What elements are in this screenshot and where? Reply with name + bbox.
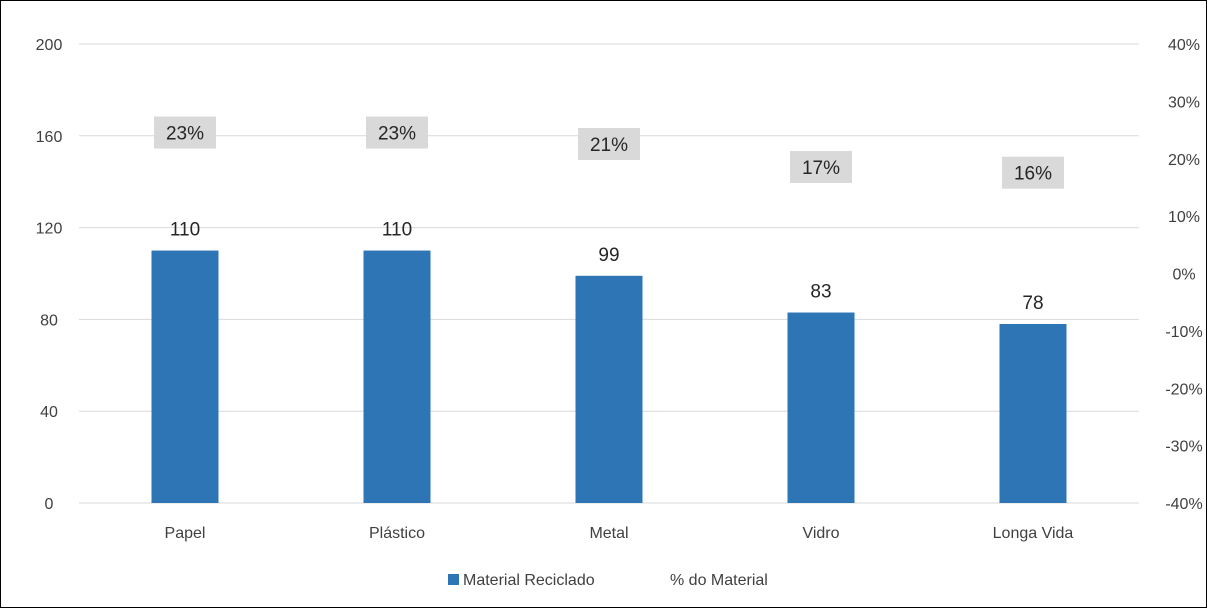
- y-axis-tick-label: 80: [40, 312, 58, 329]
- bar-data-label: 83: [810, 282, 831, 303]
- x-axis-category-label: Vidro: [802, 525, 839, 542]
- bar-material-reciclado: [151, 250, 219, 503]
- y-axis-tick-label: 120: [36, 221, 63, 238]
- percent-label-background: [154, 116, 216, 149]
- percent-label-background: [366, 116, 428, 149]
- y2-axis-tick-label: 0%: [1172, 267, 1195, 284]
- y2-axis-tick-label: 30%: [1168, 94, 1200, 111]
- percent-label-background: [578, 128, 640, 161]
- percent-data-label: 23%: [166, 124, 204, 145]
- bar-material-reciclado: [787, 312, 855, 503]
- legend-label-percent-material: % do Material: [670, 572, 768, 589]
- x-axis-category-label: Longa Vida: [993, 525, 1074, 542]
- y2-axis-tick-label: -30%: [1165, 439, 1202, 456]
- y-axis-tick-label: 40: [40, 404, 58, 421]
- percent-data-label: 16%: [1014, 164, 1052, 185]
- percent-data-label: 21%: [590, 135, 628, 156]
- x-axis-category-label: Papel: [165, 525, 206, 542]
- percent-data-label: 23%: [378, 124, 416, 145]
- percent-label-background: [790, 150, 852, 183]
- percent-data-label: 17%: [802, 158, 840, 179]
- y2-axis-tick-label: -10%: [1165, 324, 1202, 341]
- y-axis-tick-label: 160: [36, 129, 63, 146]
- bar-material-reciclado: [575, 275, 643, 503]
- y-axis-tick-label: 200: [36, 37, 63, 54]
- x-axis-category-label: Plástico: [369, 525, 425, 542]
- y2-axis-tick-label: 20%: [1168, 152, 1200, 169]
- y-axis-tick-label: 0: [45, 496, 54, 513]
- bar-material-reciclado: [363, 250, 431, 503]
- y2-axis-tick-label: 40%: [1168, 37, 1200, 54]
- legend-swatch-material-reciclado: [448, 574, 459, 585]
- bar-material-reciclado: [999, 323, 1067, 503]
- bar-data-label: 78: [1022, 293, 1043, 314]
- percent-label-background: [1002, 156, 1064, 189]
- y2-axis-tick-label: -20%: [1165, 381, 1202, 398]
- y2-axis-tick-label: -40%: [1165, 496, 1202, 513]
- x-axis-category-label: Metal: [589, 525, 628, 542]
- bar-data-label: 110: [382, 220, 412, 241]
- y2-axis-tick-label: 10%: [1168, 209, 1200, 226]
- bar-data-label: 110: [170, 220, 200, 241]
- legend-label-material-reciclado: Material Reciclado: [463, 572, 595, 589]
- bar-data-label: 99: [598, 245, 619, 266]
